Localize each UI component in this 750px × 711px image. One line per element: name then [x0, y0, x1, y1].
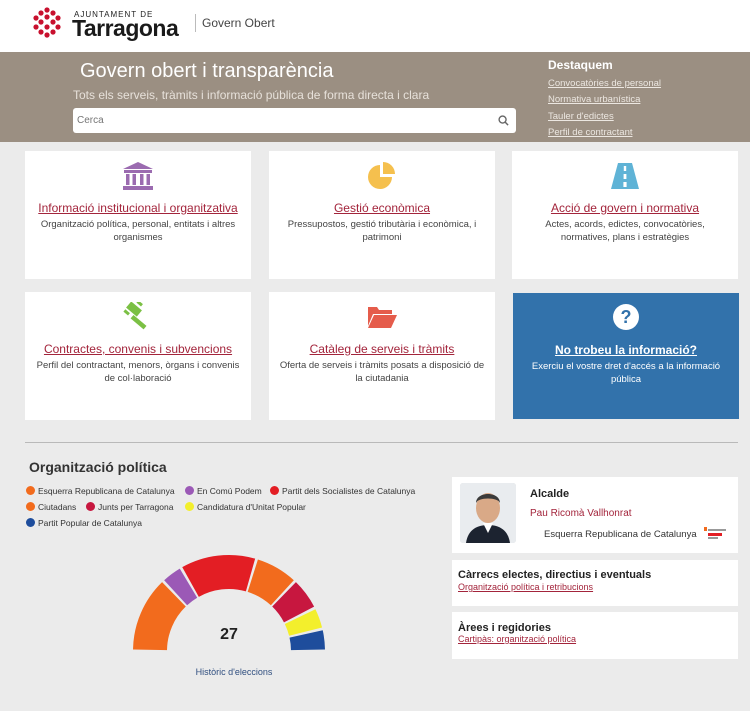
seat-segment-4[interactable]	[272, 582, 315, 623]
legend-label: En Comú Podem	[197, 486, 262, 496]
card-services-catalog[interactable]: Catàleg de serveis i tràmits Oferta de s…	[269, 292, 495, 420]
card-title[interactable]: Contractes, convenis i subvencions	[43, 342, 233, 356]
featured-link-urban-rules[interactable]: Normativa urbanística	[548, 94, 641, 106]
top-header: AJUNTAMENT DE Tarragona Govern Obert	[0, 0, 750, 52]
page-subtitle: Tots els serveis, tràmits i informació p…	[73, 88, 430, 102]
panel-title: Càrrecs electes, directius i eventuals	[458, 569, 652, 581]
areas-panel: Àrees i regidories Cartipàs: organitzaci…	[452, 612, 738, 659]
seat-segment-6[interactable]	[289, 630, 325, 651]
legend-item: Ciutadans	[26, 502, 76, 512]
logo-subtitle: AJUNTAMENT DE	[74, 10, 154, 19]
mayor-role: Alcalde	[530, 488, 570, 500]
road-icon	[611, 163, 639, 189]
legend-item: Partit dels Socialistes de Catalunya	[270, 486, 415, 496]
institution-icon	[123, 162, 153, 190]
pie-chart-icon	[368, 162, 395, 189]
card-title[interactable]: Informació institucional i organitzativa	[38, 201, 238, 215]
card-description: Exerciu el vostre dret d'accés a la info…	[531, 361, 721, 385]
card-description: Oferta de serveis i tràmits posats a dis…	[279, 360, 485, 384]
featured-links: Destaquem Convocatòries de personal Norm…	[548, 58, 661, 141]
header-divider	[195, 14, 196, 32]
legend-label: Junts per Tarragona	[98, 502, 174, 512]
page-title: Govern obert i transparència	[80, 60, 334, 82]
legend-dot	[86, 502, 95, 511]
legend-dot	[26, 486, 35, 495]
legend-item: Partit Popular de Catalunya	[26, 518, 142, 528]
card-description: Organització política, personal, entitat…	[40, 219, 236, 243]
folder-open-icon	[368, 307, 397, 328]
svg-text:?: ?	[621, 307, 632, 327]
card-description: Perfil del contractant, menors, òrgans i…	[36, 360, 240, 384]
legend-item: Junts per Tarragona	[86, 502, 173, 512]
search-icon[interactable]	[498, 115, 509, 126]
hero-banner: Govern obert i transparència Tots els se…	[0, 52, 750, 142]
mayor-panel: Alcalde Pau Ricomà Vallhonrat Esquerra R…	[452, 477, 738, 553]
seat-segment-2[interactable]	[182, 555, 256, 597]
featured-title: Destaquem	[548, 58, 613, 72]
legend-label: Esquerra Republicana de Catalunya	[38, 486, 175, 496]
tarragona-logo-icon[interactable]	[31, 6, 63, 38]
legend-item: Esquerra Republicana de Catalunya	[26, 486, 175, 496]
card-title[interactable]: No trobeu la informació?	[554, 343, 697, 357]
legend-label: Partit dels Socialistes de Catalunya	[282, 486, 416, 496]
card-economic-management[interactable]: Gestió econòmica Pressupostos, gestió tr…	[269, 151, 495, 279]
search-box	[73, 108, 516, 133]
total-seats: 27	[220, 626, 238, 643]
card-title[interactable]: Catàleg de serveis i tràmits	[309, 342, 455, 356]
legend-label: Candidatura d'Unitat Popular	[197, 502, 306, 512]
legend-dot	[270, 486, 279, 495]
legend-dot	[185, 502, 194, 511]
panel-link[interactable]: Organització política i retribucions	[458, 582, 594, 592]
seat-segment-1[interactable]	[164, 568, 198, 606]
org-section-title: Organització política	[29, 459, 167, 475]
section-divider	[25, 442, 738, 443]
seat-segment-5[interactable]	[284, 609, 323, 636]
mayor-party: Esquerra Republicana de Catalunya	[544, 529, 697, 540]
gavel-icon	[123, 302, 147, 330]
card-contracts[interactable]: Contractes, convenis i subvencions Perfi…	[25, 292, 251, 420]
legend-dot	[26, 502, 35, 511]
card-government-action[interactable]: Acció de govern i normativa Actes, acord…	[512, 151, 738, 279]
legend-label: Ciutadans	[38, 502, 77, 512]
party-logo-icon	[704, 527, 726, 539]
card-institutional-info[interactable]: Informació institucional i organitzativa…	[25, 151, 251, 279]
question-icon: ?	[613, 304, 639, 330]
legend-dot	[26, 518, 35, 527]
elections-history-link[interactable]: Històric d'eleccions	[195, 667, 273, 677]
card-title[interactable]: Gestió econòmica	[333, 201, 431, 215]
card-info-request[interactable]: ? No trobeu la informació? Exerciu el vo…	[513, 293, 739, 419]
card-title[interactable]: Acció de govern i normativa	[550, 201, 700, 215]
featured-link-job-calls[interactable]: Convocatòries de personal	[548, 78, 662, 89]
portal-name[interactable]: Govern Obert	[202, 16, 275, 30]
seats-chart	[133, 555, 325, 651]
mayor-photo[interactable]	[460, 483, 516, 543]
legend-label: Partit Popular de Catalunya	[38, 518, 142, 528]
card-description: Pressupostos, gestió tributària i econòm…	[287, 219, 477, 243]
logo-title[interactable]: Tarragona	[72, 15, 179, 41]
legend-item: En Comú Podem	[185, 486, 262, 496]
featured-link-contractor-profile[interactable]: Perfil de contractant	[548, 126, 633, 138]
mayor-name[interactable]: Pau Ricomà Vallhonrat	[530, 508, 632, 519]
seat-segment-3[interactable]	[247, 559, 294, 606]
seat-segment-0[interactable]	[133, 582, 186, 651]
officials-panel: Càrrecs electes, directius i eventuals O…	[452, 560, 738, 606]
panel-link[interactable]: Cartipàs: organització política	[458, 634, 577, 644]
search-input[interactable]	[73, 108, 488, 133]
featured-link-edicts-board[interactable]: Tauler d'edictes	[548, 110, 614, 122]
legend-item: Candidatura d'Unitat Popular	[185, 502, 306, 512]
legend-dot	[185, 486, 194, 495]
card-description: Actes, acords, edictes, convocatòries, n…	[545, 219, 705, 243]
panel-title: Àrees i regidories	[458, 622, 551, 634]
